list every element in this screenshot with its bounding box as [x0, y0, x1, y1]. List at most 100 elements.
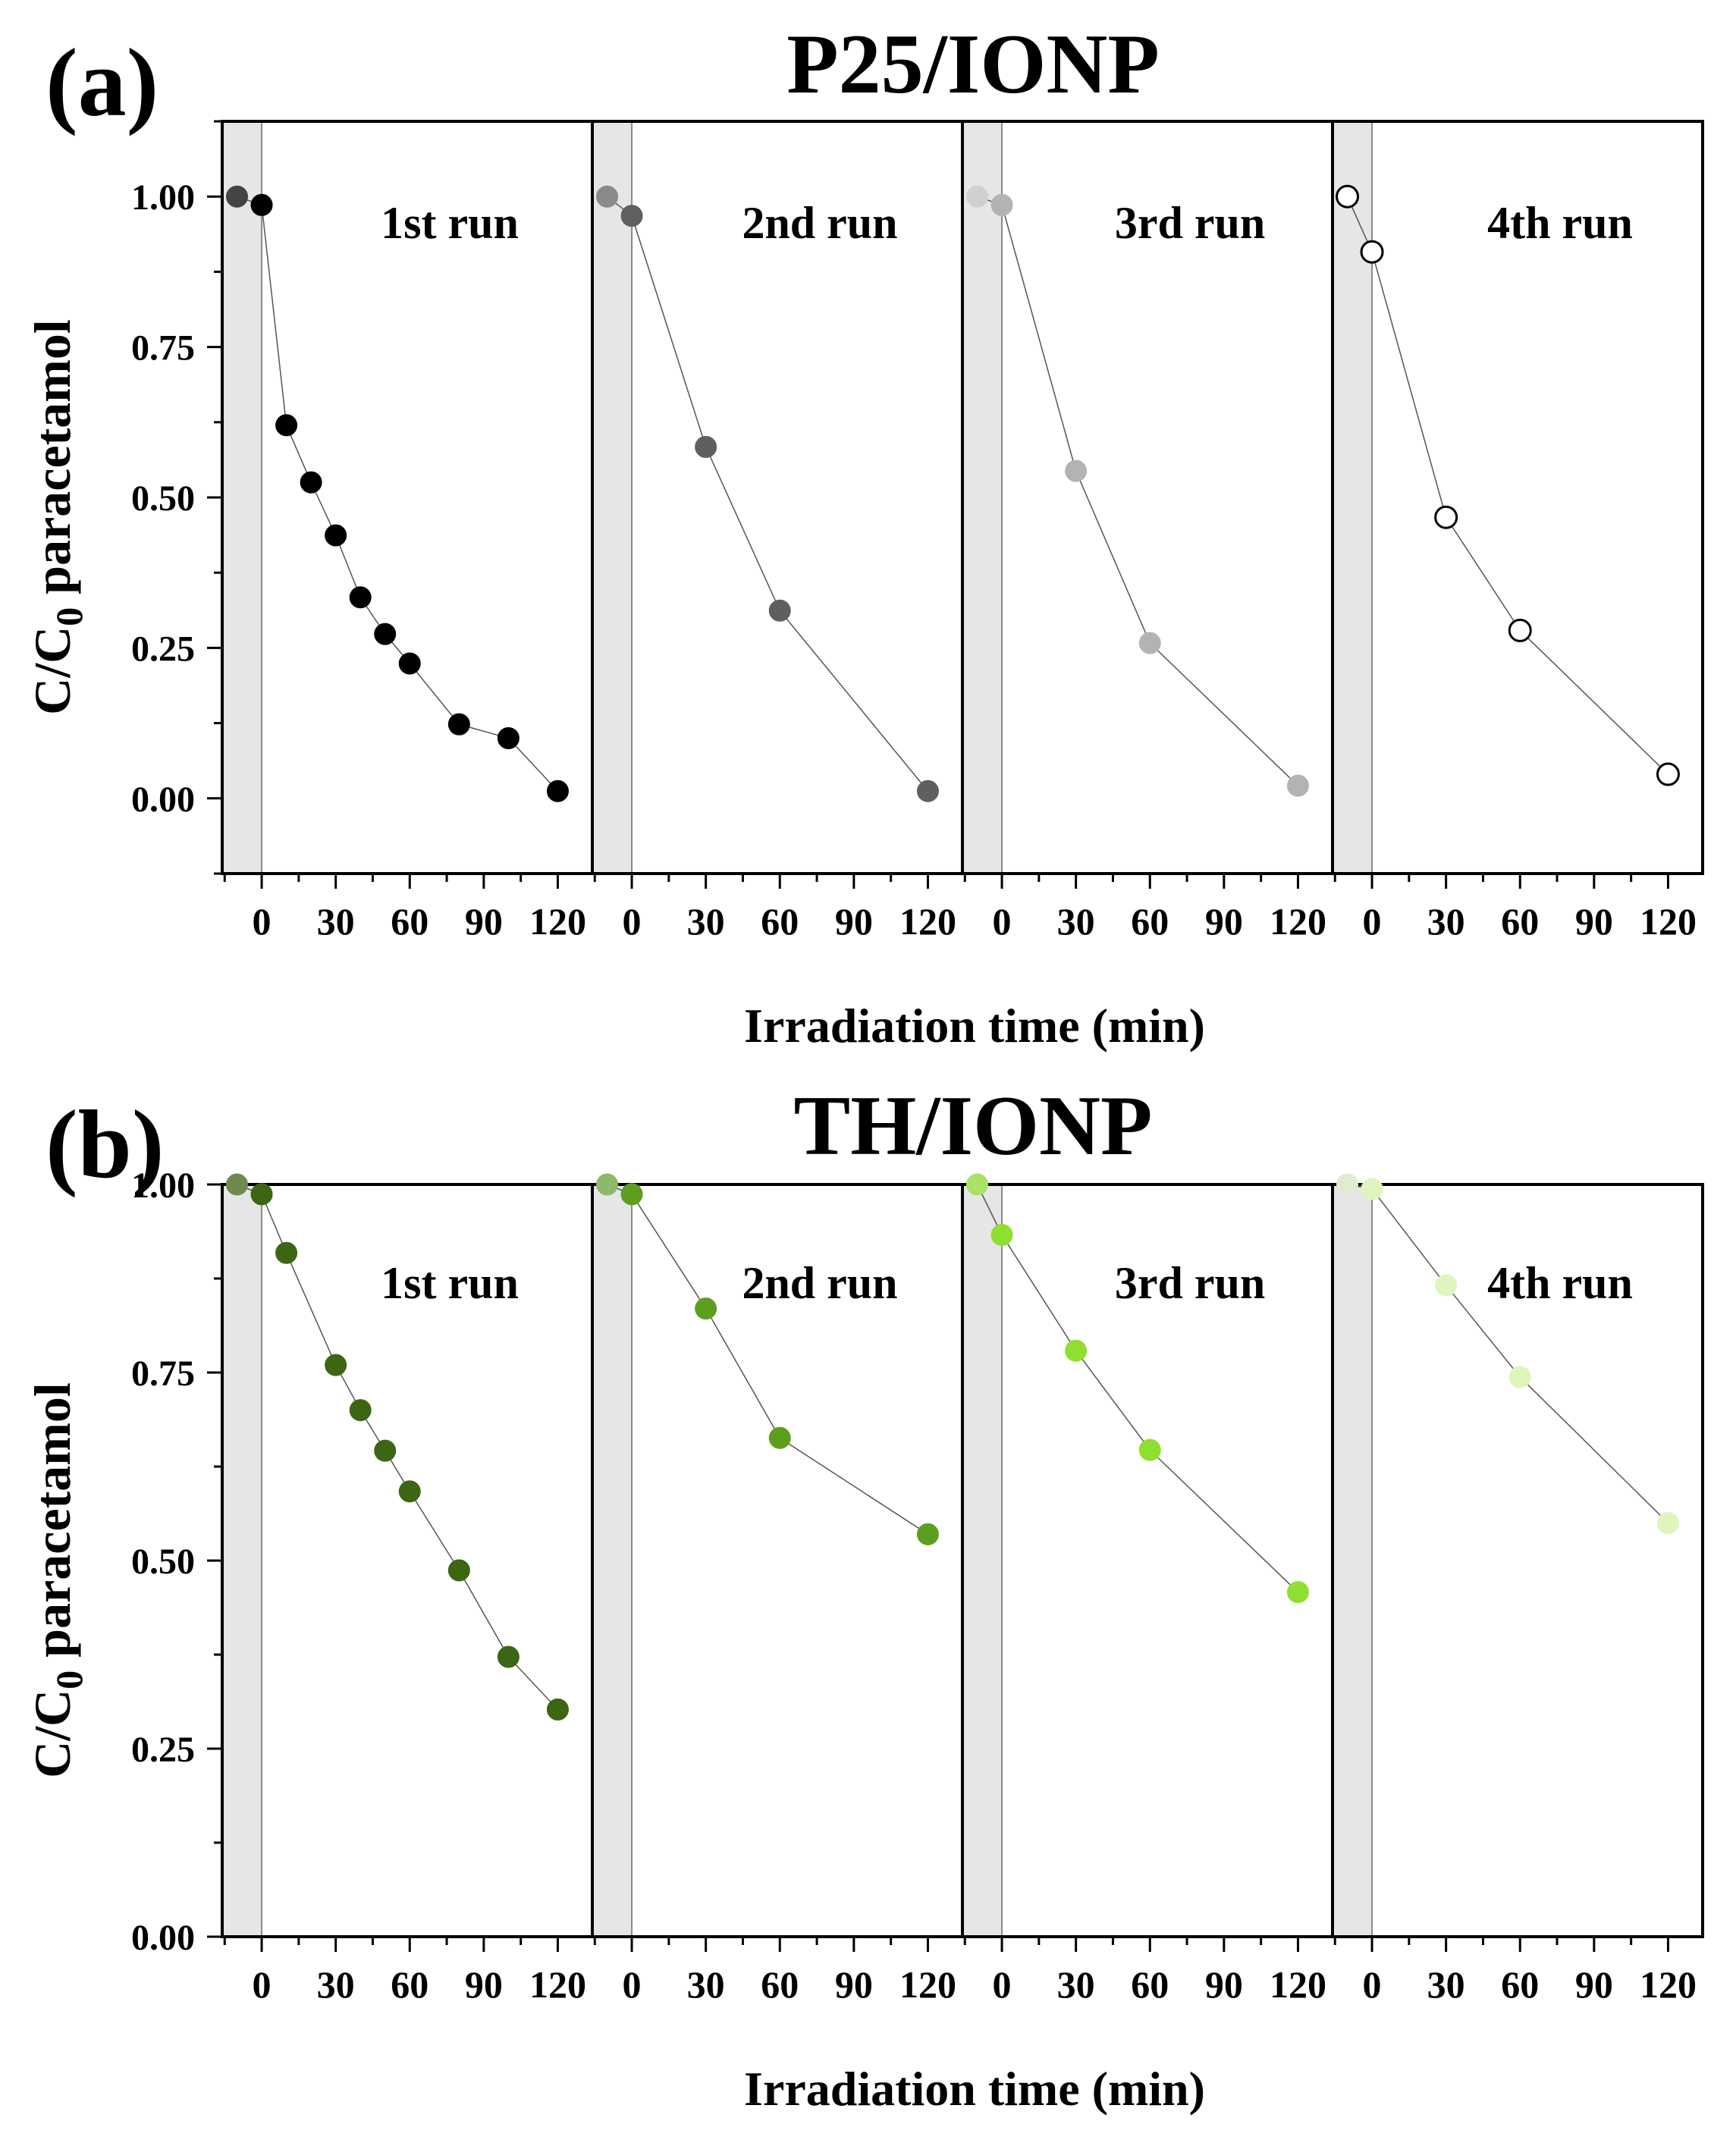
run-label-b-3: 3rd run	[1115, 1258, 1265, 1308]
chart-title-a: P25/IONP	[786, 17, 1160, 111]
data-point-a-4-1	[1360, 240, 1384, 264]
x-tick-label-b-4-1: 30	[1427, 1963, 1465, 2006]
data-point-b-2-2	[695, 1297, 717, 1320]
x-tick-label-a-1-4: 120	[529, 900, 586, 943]
x-tick-label-b-2-2: 60	[761, 1963, 799, 2006]
x-tick-label-a-1-1: 30	[317, 900, 355, 943]
y-axis-label-b-main: C/C	[24, 1690, 81, 1778]
x-axis-label-a: Irradiation time (min)	[744, 999, 1205, 1053]
x-tick-label-a-4-4: 120	[1640, 900, 1697, 943]
y-axis-label-b-tail: paracetamol	[24, 1382, 81, 1671]
x-tick-label-b-4-0: 0	[1363, 1963, 1382, 2006]
y-tick-label-a-4: 1.00	[131, 177, 195, 218]
series-line-b-2	[607, 1184, 928, 1535]
data-point-b-1-6	[398, 1480, 421, 1503]
x-tick-label-b-3-4: 120	[1270, 1963, 1326, 2006]
data-point-b-4-1	[1361, 1178, 1383, 1200]
data-point-b-4-3	[1508, 1366, 1531, 1388]
series-line-a-2	[607, 196, 929, 792]
y-axis-label-a: C/C0 paracetamol	[24, 319, 90, 715]
y-tick-label-a-1: 0.25	[131, 629, 195, 669]
run-label-a-4: 4th run	[1487, 198, 1633, 248]
run-frame-b-4	[1331, 1183, 1704, 1938]
data-point-a-3-0	[966, 185, 989, 208]
x-tick-label-a-2-1: 30	[687, 900, 725, 943]
data-point-b-1-3	[325, 1354, 347, 1376]
dark-band-a-2	[592, 121, 633, 874]
data-point-a-2-0	[596, 185, 619, 208]
run-label-b-1: 1st run	[381, 1258, 519, 1308]
data-point-b-1-1	[250, 1183, 273, 1206]
x-tick-label-b-1-4: 120	[529, 1963, 586, 2006]
x-tick-label-a-4-1: 30	[1427, 900, 1465, 943]
series-line-b-1	[237, 1184, 559, 1710]
dark-band-a-3	[962, 121, 1003, 874]
run-label-b-4: 4th run	[1487, 1258, 1633, 1308]
x-tick-label-b-2-1: 30	[687, 1963, 725, 2006]
panel-b-plot: 0 30 60 90 120 1st run 0 30 60 90 120 2nd run 0 30 60 9…	[131, 1166, 1704, 2006]
data-point-b-2-3	[768, 1426, 791, 1449]
data-point-a-1-6	[374, 623, 397, 645]
data-point-b-2-4	[916, 1523, 939, 1545]
data-point-b-3-3	[1138, 1439, 1161, 1461]
dark-band-a-4	[1333, 121, 1373, 874]
y-tick-label-b-0: 0.00	[131, 1918, 195, 1958]
data-point-a-2-2	[695, 435, 717, 458]
data-point-a-1-7	[398, 652, 421, 675]
dark-band-b-4	[1333, 1184, 1373, 1937]
data-point-b-1-8	[497, 1646, 520, 1668]
data-point-b-1-7	[447, 1559, 470, 1582]
data-point-b-3-0	[966, 1173, 989, 1196]
data-point-a-4-2	[1434, 505, 1458, 529]
x-tick-label-b-3-0: 0	[993, 1963, 1012, 2006]
data-point-a-4-0	[1336, 184, 1360, 209]
x-tick-label-a-4-3: 90	[1575, 900, 1613, 943]
x-tick-label-a-4-0: 0	[1363, 900, 1382, 943]
data-point-a-1-10	[546, 780, 569, 802]
data-point-a-4-4	[1656, 762, 1680, 786]
series-line-b-4	[1347, 1184, 1669, 1523]
data-point-a-3-2	[1065, 460, 1088, 482]
run-label-a-3: 3rd run	[1115, 198, 1265, 248]
data-point-a-1-0	[226, 185, 249, 208]
x-tick-label-b-3-1: 30	[1057, 1963, 1095, 2006]
x-tick-label-a-2-3: 90	[835, 900, 873, 943]
dark-band-a-1	[222, 121, 262, 874]
y-tick-label-b-4: 1.00	[131, 1166, 195, 1206]
series-line-a-4	[1346, 196, 1669, 775]
data-point-b-1-5	[374, 1439, 397, 1462]
y-tick-label-b-2: 0.50	[131, 1542, 195, 1582]
run-label-a-2: 2nd run	[742, 198, 897, 248]
y-axis-label-a-main: C/C	[24, 626, 81, 715]
data-point-b-4-4	[1656, 1511, 1679, 1534]
x-tick-label-a-3-2: 60	[1131, 900, 1169, 943]
data-point-b-1-0	[226, 1173, 249, 1196]
x-tick-label-a-3-3: 90	[1205, 900, 1243, 943]
dark-band-b-3	[962, 1184, 1003, 1937]
x-tick-label-a-2-4: 120	[899, 900, 956, 943]
panel-label-b: (b)	[46, 1090, 164, 1198]
data-point-b-4-0	[1336, 1173, 1359, 1196]
x-tick-label-a-4-2: 60	[1501, 900, 1539, 943]
y-axis-label-a-tail: paracetamol	[24, 319, 81, 607]
data-point-a-2-4	[916, 780, 939, 802]
x-tick-label-a-1-0: 0	[253, 900, 272, 943]
x-tick-label-b-4-3: 90	[1575, 1963, 1613, 2006]
data-point-b-1-2	[275, 1241, 298, 1264]
data-point-a-1-2	[275, 414, 298, 437]
panel-label-a: (a)	[46, 29, 159, 136]
x-tick-label-b-1-2: 60	[391, 1963, 429, 2006]
data-point-b-4-2	[1435, 1274, 1458, 1297]
x-tick-label-a-1-2: 60	[391, 900, 429, 943]
x-tick-label-b-2-3: 90	[835, 1963, 873, 2006]
x-tick-label-b-4-2: 60	[1501, 1963, 1539, 2006]
x-tick-label-a-3-1: 30	[1057, 900, 1095, 943]
x-tick-label-b-2-0: 0	[623, 1963, 642, 2006]
dark-band-b-2	[592, 1184, 633, 1937]
run-label-a-1: 1st run	[381, 198, 519, 248]
run-frame-a-4	[1331, 120, 1704, 875]
data-point-b-3-2	[1065, 1339, 1088, 1362]
series-line-a-3	[977, 196, 1298, 786]
y-axis-label-a-sub: 0	[48, 607, 90, 626]
